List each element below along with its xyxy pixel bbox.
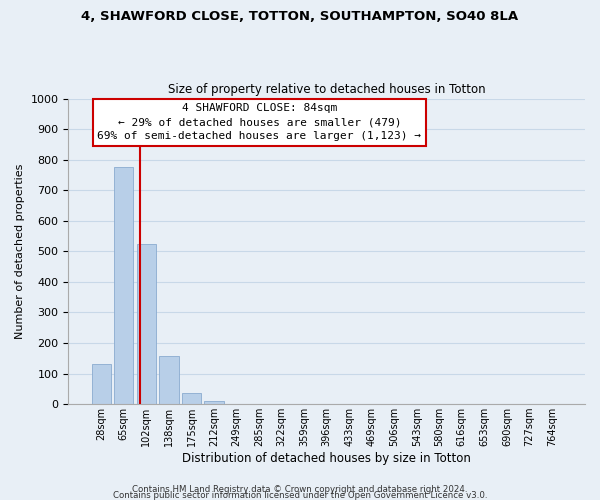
- Text: Contains public sector information licensed under the Open Government Licence v3: Contains public sector information licen…: [113, 490, 487, 500]
- Text: Contains HM Land Registry data © Crown copyright and database right 2024.: Contains HM Land Registry data © Crown c…: [132, 484, 468, 494]
- Bar: [160, 356, 179, 404]
- Title: Size of property relative to detached houses in Totton: Size of property relative to detached ho…: [168, 83, 485, 96]
- Bar: [92, 364, 111, 404]
- Text: 4 SHAWFORD CLOSE: 84sqm
← 29% of detached houses are smaller (479)
69% of semi-d: 4 SHAWFORD CLOSE: 84sqm ← 29% of detache…: [97, 103, 421, 141]
- Text: 4, SHAWFORD CLOSE, TOTTON, SOUTHAMPTON, SO40 8LA: 4, SHAWFORD CLOSE, TOTTON, SOUTHAMPTON, …: [82, 10, 518, 23]
- X-axis label: Distribution of detached houses by size in Totton: Distribution of detached houses by size …: [182, 452, 471, 465]
- Y-axis label: Number of detached properties: Number of detached properties: [15, 164, 25, 339]
- Bar: [137, 244, 156, 404]
- Bar: [205, 401, 224, 404]
- Bar: [182, 392, 201, 404]
- Bar: [114, 168, 133, 404]
